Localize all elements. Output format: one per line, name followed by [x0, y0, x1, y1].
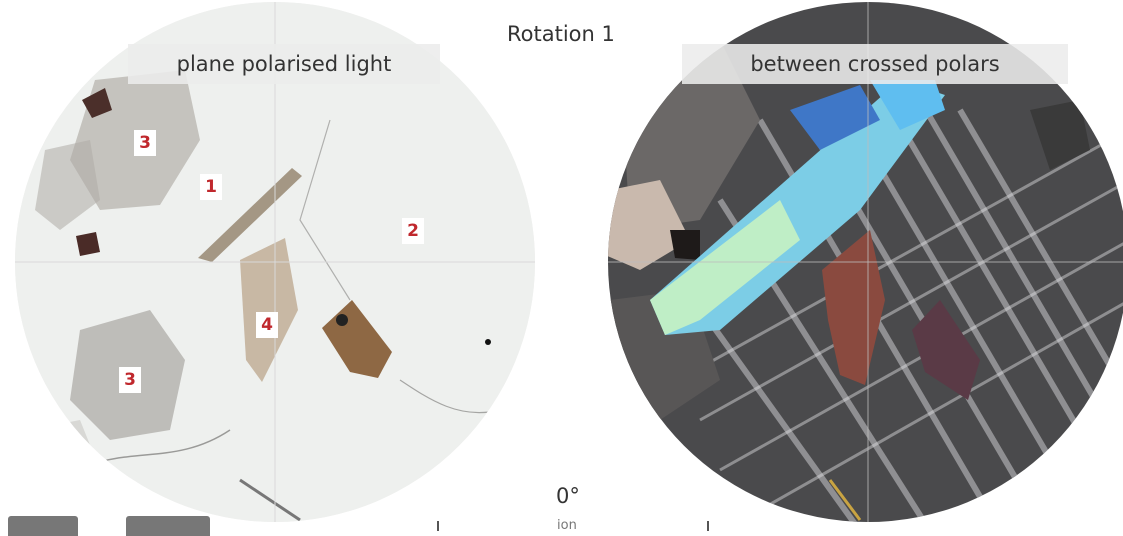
xpl-thin-section-image — [608, 2, 1123, 522]
slider-tick-left — [437, 521, 439, 531]
mineral-label-3-bottom: 3 — [119, 367, 141, 393]
mineral-label-2: 2 — [402, 218, 424, 244]
xpl-label: between crossed polars — [682, 44, 1068, 84]
mineral-label-3-top: 3 — [134, 130, 156, 156]
mineral-label-4: 4 — [256, 312, 278, 338]
control-button-left[interactable] — [8, 516, 78, 536]
rotation-caption-partial: ion — [557, 518, 577, 533]
mineral-label-1: 1 — [200, 174, 222, 200]
rotation-title: Rotation 1 — [507, 22, 615, 46]
slider-tick-right — [707, 521, 709, 531]
ppl-label: plane polarised light — [128, 44, 440, 84]
rotation-angle: 0° — [556, 484, 580, 508]
control-button-right[interactable] — [126, 516, 210, 536]
